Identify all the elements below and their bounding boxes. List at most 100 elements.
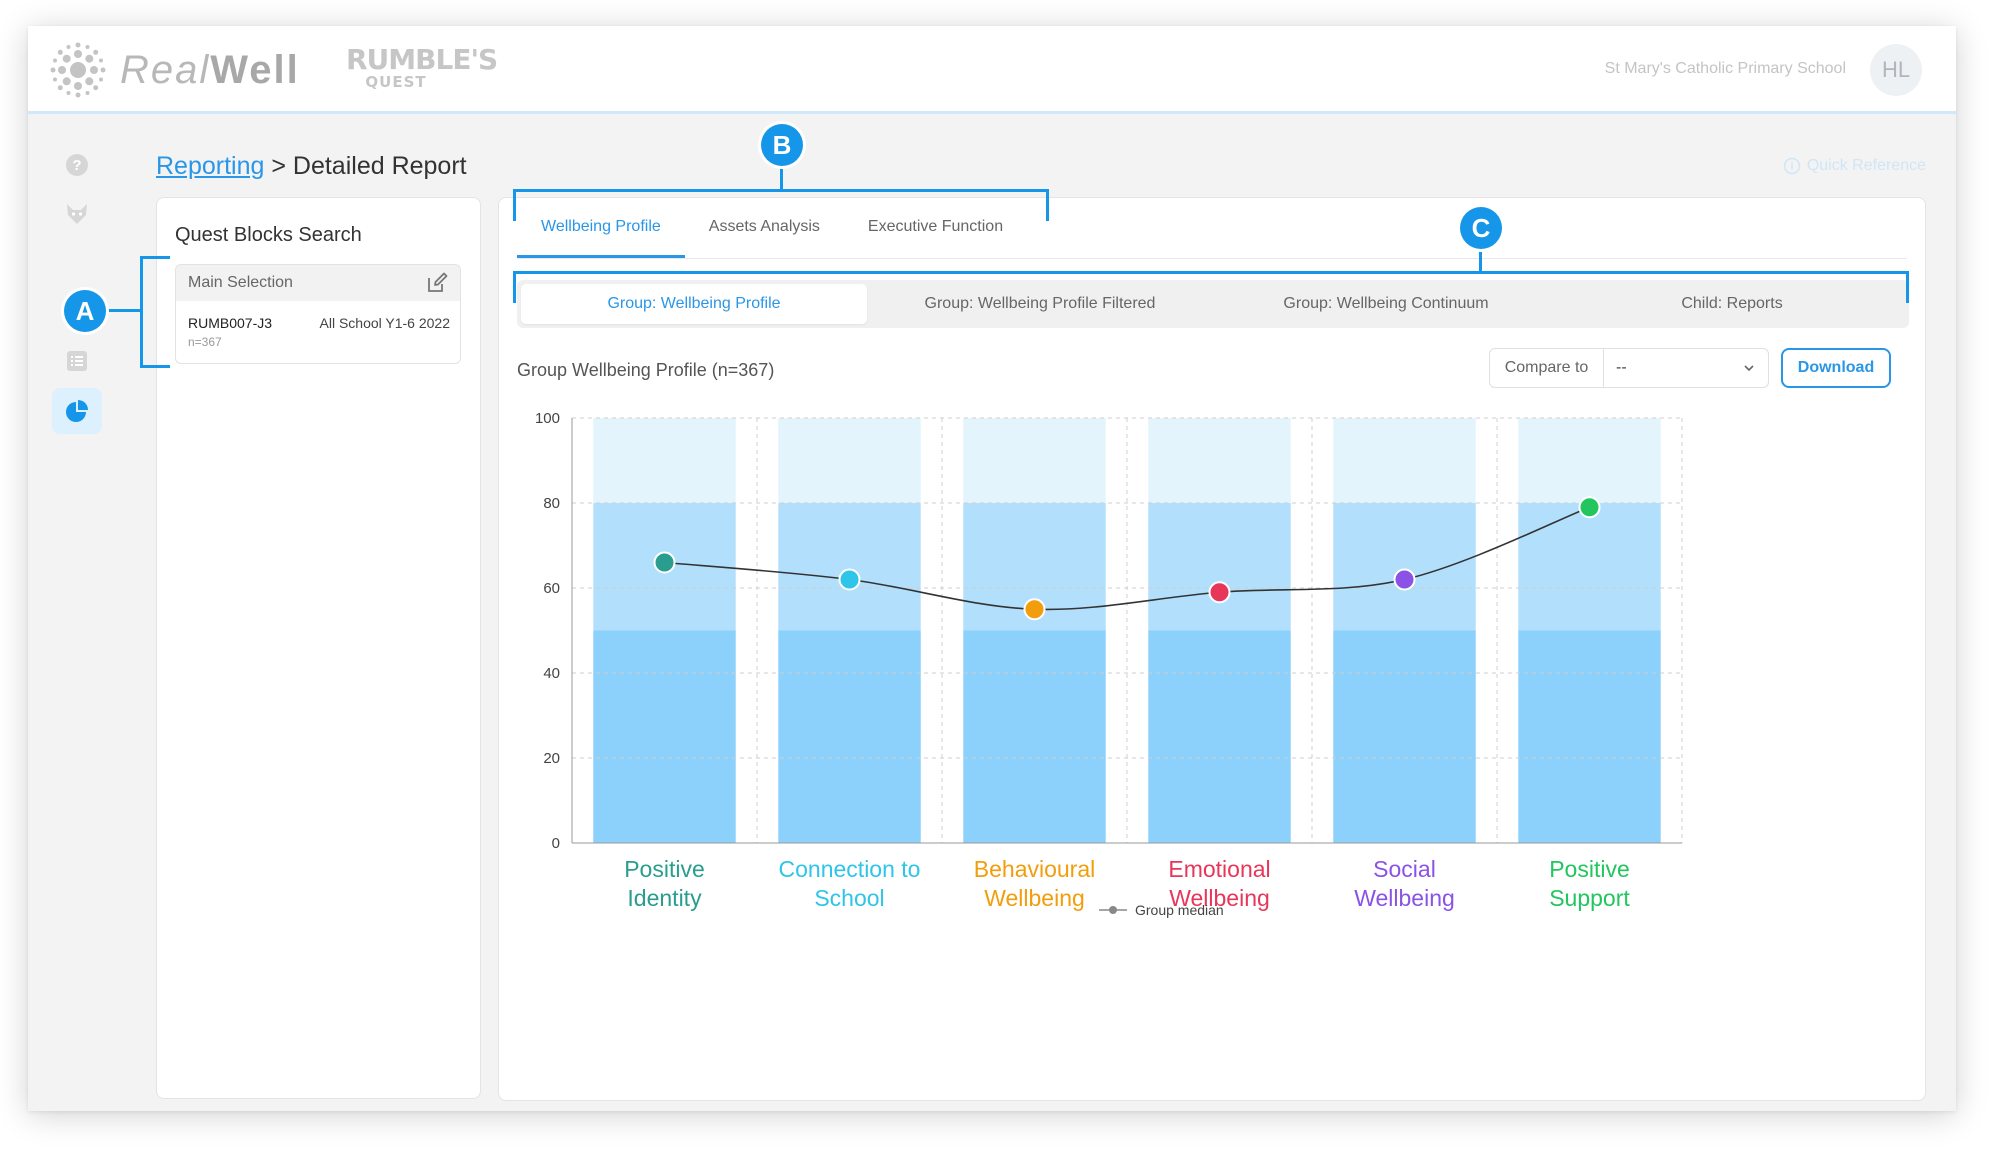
realwell-logo-mark-icon bbox=[50, 42, 106, 98]
fox-icon[interactable] bbox=[58, 195, 96, 233]
y-tick-label: 20 bbox=[543, 750, 560, 767]
legend-label: Group median bbox=[1135, 902, 1224, 918]
category-label-line1: Social bbox=[1373, 856, 1436, 882]
chevron-down-icon bbox=[1744, 365, 1754, 372]
quest-blocks-title: Quest Blocks Search bbox=[175, 224, 362, 246]
band-5-2 bbox=[1518, 418, 1661, 503]
chart-grid bbox=[572, 417, 1683, 843]
band-5-1 bbox=[1518, 503, 1661, 631]
subtab-group-wellbeing-profile[interactable]: Group: Wellbeing Profile bbox=[521, 284, 867, 324]
subtab-group-wellbeing-continuum[interactable]: Group: Wellbeing Continuum bbox=[1283, 295, 1489, 312]
list-icon[interactable] bbox=[58, 342, 96, 380]
icon-sidebar: ? bbox=[28, 114, 126, 1111]
download-button[interactable]: Download bbox=[1781, 348, 1891, 388]
wellbeing-profile-chart: 0 20 40 60 80 100 Positive Identity Connection … bbox=[535, 410, 1683, 918]
edit-icon[interactable] bbox=[426, 272, 448, 294]
quest-blocks-panel: Quest Blocks Search Main Selection RUMB0… bbox=[156, 197, 481, 1099]
band-5-0 bbox=[1518, 630, 1661, 843]
rumbles-logo-line1: RUMBLE'S bbox=[346, 43, 498, 76]
data-point-5 bbox=[1578, 496, 1601, 519]
chart-legend[interactable]: Group median bbox=[1099, 902, 1224, 918]
quick-reference-label: Quick Reference bbox=[1806, 157, 1926, 174]
category-label-line1: Positive bbox=[624, 856, 705, 882]
band-2-2 bbox=[963, 418, 1106, 503]
data-point-2 bbox=[1023, 598, 1046, 621]
chart-points bbox=[653, 496, 1601, 621]
app-window: RealWell RUMBLE'S QUEST St Mary's Cathol… bbox=[28, 26, 1956, 1111]
subtab-group-wellbeing-profile-filtered[interactable]: Group: Wellbeing Profile Filtered bbox=[924, 295, 1156, 312]
band-0-0 bbox=[593, 630, 736, 843]
selection-header-label: Main Selection bbox=[188, 274, 293, 291]
band-3-0 bbox=[1148, 630, 1291, 843]
selection-count: n=367 bbox=[188, 335, 222, 349]
y-tick-label: 60 bbox=[543, 580, 560, 597]
category-label-line2: Wellbeing bbox=[1354, 885, 1455, 911]
subtab-child-reports[interactable]: Child: Reports bbox=[1681, 295, 1783, 312]
selection-description: All School Y1-6 2022 bbox=[319, 315, 451, 331]
selection-header: Main Selection bbox=[176, 265, 460, 301]
category-label-line1: Connection to bbox=[779, 856, 921, 882]
rumbles-logo-line2: QUEST bbox=[365, 73, 427, 91]
tabs-divider bbox=[517, 258, 1907, 259]
data-point-0 bbox=[653, 551, 676, 574]
category-label-line1: Positive bbox=[1549, 856, 1630, 882]
sub-tabs: Group: Wellbeing Profile Group: Wellbein… bbox=[517, 280, 1909, 328]
category-label-line2: Wellbeing bbox=[1169, 885, 1270, 911]
band-3-2 bbox=[1148, 418, 1291, 503]
group-median-line bbox=[664, 506, 1590, 611]
main-selection-card[interactable]: Main Selection RUMB007-J3 All School Y1-… bbox=[175, 264, 461, 364]
chart-axis: 0 20 40 60 80 100 bbox=[535, 410, 1682, 852]
compare-to-control: Compare to -- bbox=[1489, 348, 1769, 388]
info-icon bbox=[1783, 157, 1801, 175]
main-tabs: Wellbeing Profile Assets Analysis Execut… bbox=[517, 198, 1027, 258]
tab-wellbeing-profile[interactable]: Wellbeing Profile bbox=[517, 198, 685, 258]
category-label-line1: Behavioural bbox=[974, 856, 1095, 882]
category-label-line2: School bbox=[814, 885, 884, 911]
band-1-1 bbox=[778, 503, 921, 631]
band-4-0 bbox=[1333, 630, 1476, 843]
report-panel: Wellbeing Profile Assets Analysis Execut… bbox=[498, 197, 1926, 1101]
compare-to-label: Compare to bbox=[1490, 349, 1604, 387]
pie-chart-icon[interactable] bbox=[52, 388, 102, 434]
chart-line bbox=[664, 506, 1590, 611]
band-2-0 bbox=[963, 630, 1106, 843]
breadcrumb-reporting-link[interactable]: Reporting bbox=[156, 152, 265, 180]
y-tick-label: 0 bbox=[552, 835, 560, 852]
top-bar: RealWell RUMBLE'S QUEST St Mary's Cathol… bbox=[28, 26, 1956, 114]
band-3-1 bbox=[1148, 503, 1291, 631]
rumbles-quest-logo[interactable]: RUMBLE'S QUEST bbox=[346, 43, 498, 96]
selection-body: RUMB007-J3 All School Y1-6 2022 n=367 bbox=[176, 301, 460, 363]
compare-to-select[interactable]: -- bbox=[1604, 349, 1768, 387]
data-point-4 bbox=[1393, 568, 1416, 591]
quick-reference-link[interactable]: Quick Reference bbox=[1783, 157, 1926, 175]
data-point-3 bbox=[1208, 581, 1231, 604]
chart-bands bbox=[593, 418, 1661, 843]
legend-marker bbox=[1109, 906, 1117, 914]
content-area: Reporting > Detailed Report Quick Refere… bbox=[126, 117, 1956, 1111]
user-avatar[interactable]: HL bbox=[1870, 44, 1922, 96]
category-label-line2: Wellbeing bbox=[984, 885, 1085, 911]
data-point-1 bbox=[838, 568, 861, 591]
tab-assets-analysis[interactable]: Assets Analysis bbox=[708, 217, 820, 235]
category-label-line1: Emotional bbox=[1168, 856, 1270, 882]
school-name: St Mary's Catholic Primary School bbox=[1604, 60, 1846, 77]
logo-text-light: Real bbox=[120, 47, 211, 92]
band-1-2 bbox=[778, 418, 921, 503]
dashboard-icon[interactable] bbox=[58, 294, 96, 332]
y-tick-label: 80 bbox=[543, 495, 560, 512]
tab-executive-function[interactable]: Executive Function bbox=[867, 217, 1004, 235]
category-label-line2: Identity bbox=[627, 885, 702, 911]
y-tick-label: 40 bbox=[543, 665, 560, 682]
breadcrumb-current: > Detailed Report bbox=[271, 152, 467, 180]
category-label-line2: Support bbox=[1549, 885, 1630, 911]
realwell-logo[interactable]: RealWell bbox=[50, 42, 300, 98]
compare-to-value: -- bbox=[1616, 359, 1627, 376]
band-4-1 bbox=[1333, 503, 1476, 631]
help-icon[interactable]: ? bbox=[58, 146, 96, 184]
chart-x-labels: Positive Identity Connection to School Behav… bbox=[624, 856, 1630, 911]
svg-text:?: ? bbox=[72, 157, 81, 174]
breadcrumb: Reporting > Detailed Report bbox=[156, 152, 467, 181]
chart-title: Group Wellbeing Profile (n=367) bbox=[517, 360, 775, 380]
y-tick-label: 100 bbox=[535, 410, 560, 427]
selection-code: RUMB007-J3 bbox=[188, 315, 273, 331]
